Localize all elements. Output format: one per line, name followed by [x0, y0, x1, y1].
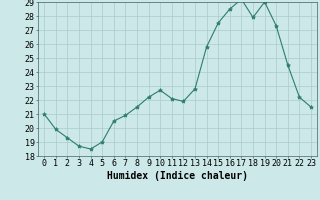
X-axis label: Humidex (Indice chaleur): Humidex (Indice chaleur) — [107, 171, 248, 181]
